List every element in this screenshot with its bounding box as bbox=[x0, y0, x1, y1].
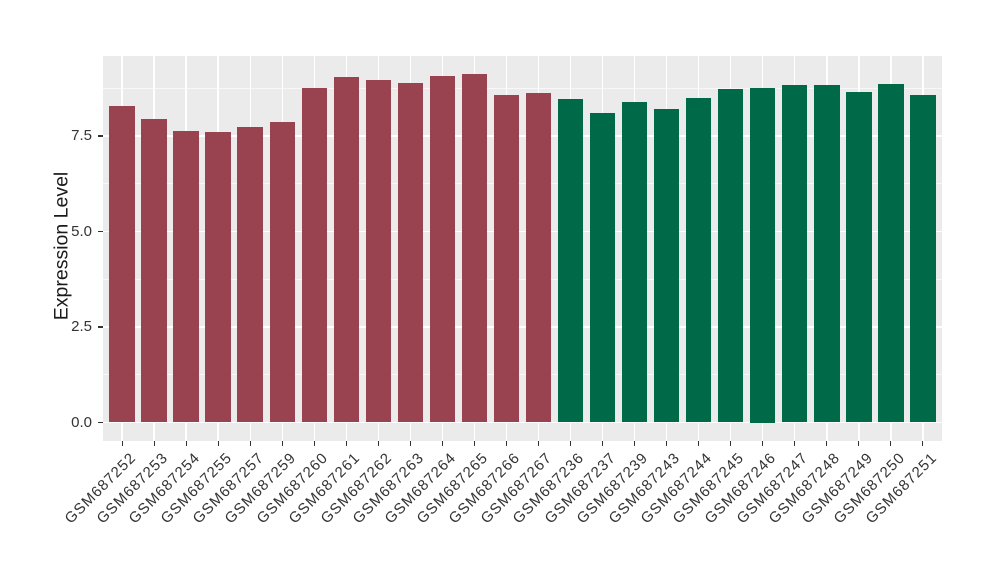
x-tick-mark bbox=[473, 441, 476, 446]
bar-GSM687262 bbox=[365, 79, 392, 423]
bar-GSM687255 bbox=[205, 132, 232, 423]
bar-GSM687237 bbox=[589, 112, 616, 423]
gridline-major bbox=[103, 421, 942, 424]
y-tick-mark bbox=[97, 326, 103, 328]
x-tick-mark bbox=[762, 441, 764, 446]
y-tick-label: 7.5 bbox=[71, 127, 92, 144]
gridline-minor bbox=[103, 278, 942, 280]
x-tick-mark bbox=[217, 441, 219, 446]
bar-GSM687246 bbox=[749, 88, 776, 423]
x-tick-mark bbox=[698, 441, 700, 446]
x-tick-mark bbox=[345, 441, 347, 446]
bar-GSM687247 bbox=[781, 85, 808, 423]
x-tick-mark bbox=[409, 441, 411, 446]
bar-GSM687250 bbox=[877, 84, 904, 423]
bar-GSM687259 bbox=[269, 121, 296, 423]
bar-GSM687260 bbox=[301, 87, 328, 423]
x-tick-mark bbox=[441, 441, 444, 446]
bar-GSM687243 bbox=[653, 109, 680, 423]
gridline-minor bbox=[103, 87, 942, 89]
bar-GSM687249 bbox=[845, 92, 872, 423]
x-tick-mark bbox=[281, 441, 283, 446]
bar-GSM687236 bbox=[557, 98, 584, 423]
bar-GSM687239 bbox=[621, 102, 648, 423]
x-tick-mark bbox=[633, 441, 636, 446]
bar-GSM687267 bbox=[525, 92, 552, 423]
bar-GSM687257 bbox=[237, 127, 264, 423]
x-tick-mark bbox=[537, 441, 540, 446]
plot-panel bbox=[103, 56, 942, 441]
bar-GSM687254 bbox=[173, 131, 200, 423]
x-tick-mark bbox=[794, 441, 796, 446]
x-tick-mark bbox=[922, 441, 924, 446]
bar-GSM687251 bbox=[909, 95, 936, 423]
x-tick-mark bbox=[153, 441, 155, 446]
x-tick-mark bbox=[249, 441, 251, 446]
y-tick-mark bbox=[97, 230, 103, 233]
gridline-minor bbox=[103, 374, 942, 376]
bar-GSM687252 bbox=[109, 105, 135, 423]
x-tick-mark bbox=[505, 441, 508, 446]
bar-GSM687265 bbox=[461, 74, 488, 423]
gridline-major bbox=[103, 230, 942, 233]
bar-GSM687266 bbox=[493, 94, 520, 423]
y-tick-mark bbox=[97, 135, 103, 137]
y-tick-label: 2.5 bbox=[71, 318, 92, 335]
x-tick-mark bbox=[569, 441, 572, 446]
x-tick-mark bbox=[185, 441, 187, 446]
x-tick-mark bbox=[730, 441, 732, 446]
gridline-minor bbox=[103, 183, 942, 185]
gridline-major bbox=[103, 326, 942, 328]
x-tick-mark bbox=[121, 441, 123, 446]
bar-GSM687248 bbox=[813, 84, 840, 423]
gridline-major bbox=[103, 135, 942, 137]
x-tick-mark bbox=[313, 441, 315, 446]
x-tick-mark bbox=[858, 441, 860, 446]
y-axis-title: Expression Level bbox=[50, 171, 73, 321]
x-tick-mark bbox=[666, 441, 668, 446]
x-tick-mark bbox=[890, 441, 892, 446]
x-tick-mark bbox=[377, 441, 379, 446]
bar-GSM687253 bbox=[141, 119, 168, 423]
bar-GSM687245 bbox=[717, 89, 744, 423]
y-tick-mark bbox=[97, 421, 103, 424]
y-tick-label: 5.0 bbox=[71, 222, 92, 240]
bar-GSM687244 bbox=[685, 98, 712, 423]
bar-GSM687263 bbox=[397, 82, 424, 423]
y-tick-label: 0.0 bbox=[71, 413, 92, 431]
bar-GSM687264 bbox=[429, 76, 456, 423]
bar-GSM687261 bbox=[333, 76, 360, 423]
x-tick-mark bbox=[601, 441, 604, 446]
x-tick-mark bbox=[826, 441, 828, 446]
